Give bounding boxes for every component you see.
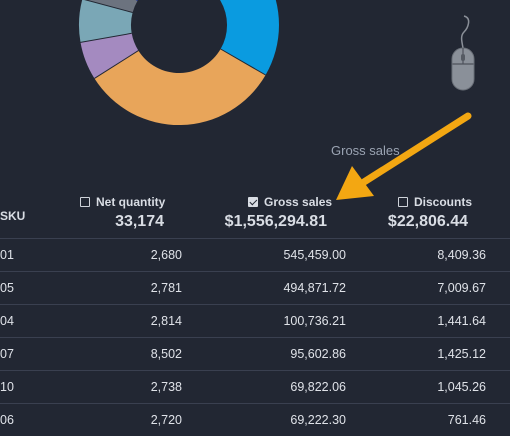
data-table: 01 2,680 545,459.00 8,409.36 05 2,781 49… xyxy=(0,238,510,436)
donut-slice-purple[interactable] xyxy=(80,33,139,79)
discounts-total: $22,806.44 xyxy=(387,213,468,230)
chart-label: Gross sales xyxy=(331,143,400,158)
table-row[interactable]: 10 2,738 69,822.06 1,045.26 xyxy=(0,370,510,403)
net-quantity-checkbox-icon[interactable] xyxy=(80,197,90,207)
gross-sales-header[interactable]: Gross sales xyxy=(248,195,332,209)
donut-slice-orange[interactable] xyxy=(94,49,266,126)
net-quantity-total: 33,174 xyxy=(115,213,164,230)
table-row[interactable]: 01 2,680 545,459.00 8,409.36 xyxy=(0,238,510,271)
discounts-header[interactable]: Discounts xyxy=(398,195,472,209)
net-quantity-header[interactable]: Net quantity xyxy=(80,195,165,209)
table-row[interactable]: 04 2,814 100,736.21 1,441.64 xyxy=(0,304,510,337)
gross-sales-checkbox-icon[interactable] xyxy=(248,197,258,207)
table-row[interactable]: 05 2,781 494,871.72 7,009.67 xyxy=(0,271,510,304)
discounts-checkbox-icon[interactable] xyxy=(398,197,408,207)
gross-sales-total: $1,556,294.81 xyxy=(224,213,327,230)
table-row[interactable]: 07 8,502 95,602.86 1,425.12 xyxy=(0,337,510,370)
donut-slice-darkblue[interactable] xyxy=(92,0,141,1)
table-row[interactable]: 06 2,720 69,222.30 761.46 xyxy=(0,403,510,436)
donut-slice-teal[interactable] xyxy=(79,0,133,43)
donut-chart[interactable] xyxy=(0,0,300,140)
donut-slice-blue[interactable] xyxy=(179,0,279,75)
arrow-icon xyxy=(336,112,472,200)
sku-column-header[interactable]: SKU xyxy=(0,209,26,223)
mouse-icon xyxy=(451,15,475,91)
